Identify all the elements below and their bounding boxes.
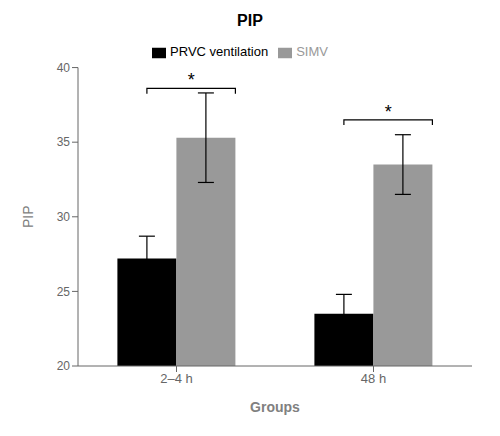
svg-text:PIP: PIP [20, 205, 36, 228]
html-text:SIMV: SIMV [296, 44, 328, 59]
html-text:PIP: PIP [237, 12, 263, 29]
svg-text:48 h: 48 h [361, 371, 386, 386]
svg-text:*: * [188, 70, 195, 90]
svg-text:40: 40 [57, 61, 71, 75]
svg-text:30: 30 [57, 210, 71, 224]
svg-text:2–4 h: 2–4 h [160, 371, 193, 386]
svg-text:*: * [385, 102, 392, 122]
svg-text:Groups: Groups [250, 399, 300, 415]
html-text:PRVC ventilation: PRVC ventilation [170, 44, 269, 59]
svg-text:25: 25 [57, 285, 71, 299]
svg-text:20: 20 [57, 359, 71, 373]
svg-text:35: 35 [57, 135, 71, 149]
